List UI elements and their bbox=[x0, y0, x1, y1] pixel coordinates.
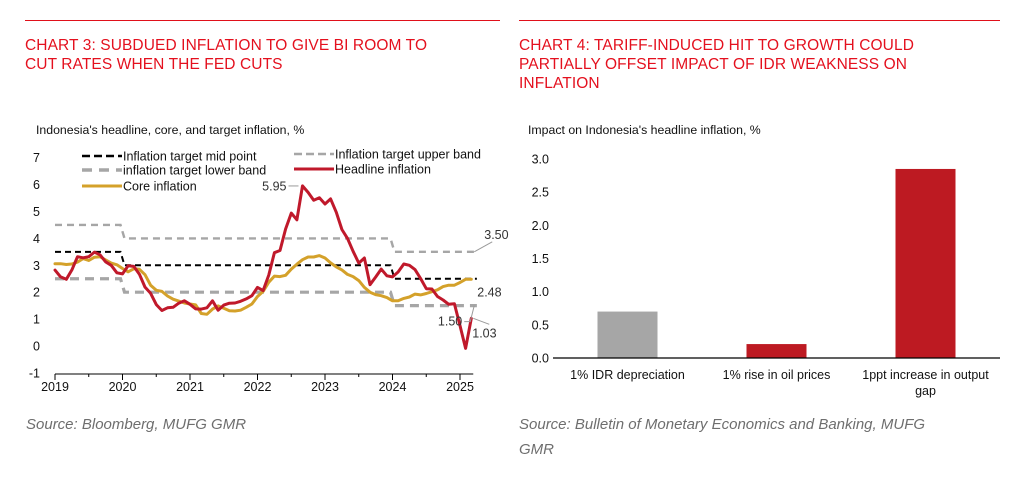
target-line bbox=[55, 277, 477, 308]
y-tick-label: 1.5 bbox=[532, 252, 549, 266]
annotation-headline-label: 1.03 bbox=[472, 326, 496, 340]
left-chart-title: CHART 3: SUBDUED INFLATION TO GIVE BI RO… bbox=[25, 36, 427, 74]
y-tick-label: 1 bbox=[33, 313, 40, 327]
bar bbox=[746, 344, 807, 358]
y-tick-label: 1.0 bbox=[532, 285, 549, 299]
bar bbox=[895, 168, 956, 358]
annotation-lower-band-label: 1.50 bbox=[438, 315, 462, 329]
left-title-rule bbox=[25, 20, 500, 21]
annotation-core-label: 2.48 bbox=[477, 285, 501, 299]
y-tick-label: 5 bbox=[33, 205, 40, 219]
left-title-line: CHART 3: SUBDUED INFLATION TO GIVE BI RO… bbox=[25, 37, 428, 54]
legend-target-upper-label: Inflation target upper band bbox=[335, 148, 481, 162]
right-source: Source: Bulletin of Monetary Economics a… bbox=[519, 412, 925, 462]
x-tick-label: 2024 bbox=[379, 380, 407, 394]
target-line bbox=[55, 250, 477, 280]
y-axis-labels: 0.0 0.5 1.0 1.5 2.0 2.5 3.0 bbox=[532, 153, 549, 366]
x-category-label: 1ppt increase in output bbox=[862, 368, 989, 382]
x-tick-label: 2025 bbox=[446, 380, 474, 394]
left-title-line: CUT RATES WHEN THE FED CUTS bbox=[25, 56, 283, 73]
x-tick-label: 2020 bbox=[109, 380, 137, 394]
annotation-leader bbox=[464, 305, 475, 323]
right-chart-subtitle: Impact on Indonesia's headline inflation… bbox=[528, 123, 761, 137]
annotation-upper-band-label: 3.50 bbox=[484, 228, 508, 242]
right-title-line: PARTIALLY OFFSET IMPACT OF IDR WEAKNESS … bbox=[519, 56, 908, 73]
y-tick-label: 0 bbox=[33, 340, 40, 354]
y-tick-label: 7 bbox=[33, 151, 40, 165]
y-tick-label: 6 bbox=[33, 178, 40, 192]
y-tick-label: 4 bbox=[33, 232, 40, 246]
y-axis-labels: -1 0 1 2 3 4 5 6 7 bbox=[29, 151, 40, 380]
left-chart-subtitle: Indonesia's headline, core, and target i… bbox=[36, 123, 305, 137]
y-tick-label: 2.0 bbox=[532, 219, 549, 233]
x-category-label: gap bbox=[915, 384, 936, 398]
series-lines bbox=[53, 184, 473, 350]
annotation-leader bbox=[474, 241, 493, 253]
target-line bbox=[55, 223, 477, 254]
y-tick-label: 0.0 bbox=[532, 352, 549, 366]
x-axis: 2019 2020 2021 2022 2023 2024 2025 bbox=[41, 373, 474, 394]
right-title-rule bbox=[519, 20, 1000, 21]
headline-inflation-line bbox=[53, 184, 473, 350]
y-tick-label: 3 bbox=[33, 259, 40, 273]
y-tick-label: 3.0 bbox=[532, 153, 549, 167]
annotation-peak-label: 5.95 bbox=[262, 179, 286, 193]
bar-chart: 0.0 0.5 1.0 1.5 2.0 2.5 3.0 1% IDR depreciatio… bbox=[532, 153, 1000, 398]
right-title-line: INFLATION bbox=[519, 75, 600, 92]
x-axis-labels: 1% IDR depreciation 1% rise in oil prices… bbox=[570, 368, 989, 398]
legend-target-lower-label: inflation target lower band bbox=[123, 164, 266, 178]
x-tick-label: 2021 bbox=[176, 380, 204, 394]
y-tick-label: 2 bbox=[33, 286, 40, 300]
x-category-label: 1% IDR depreciation bbox=[570, 368, 685, 382]
bar bbox=[597, 311, 658, 358]
right-source-line: Source: Bulletin of Monetary Economics a… bbox=[519, 416, 926, 433]
annotation-leader bbox=[473, 317, 490, 325]
x-tick-label: 2023 bbox=[311, 380, 339, 394]
x-tick-label: 2019 bbox=[41, 380, 69, 394]
legend-core-label: Core inflation bbox=[123, 180, 197, 194]
y-tick-label: 0.5 bbox=[532, 318, 549, 332]
target-lines bbox=[55, 223, 477, 308]
right-source-line: GMR bbox=[519, 441, 554, 458]
legend-target-mid-label: Inflation target mid point bbox=[123, 150, 257, 164]
legend-headline-label: Headline inflation bbox=[335, 163, 431, 177]
annotations: 5.95 3.50 2.48 1.50 1.03 bbox=[262, 179, 508, 340]
y-tick-label: 2.5 bbox=[532, 186, 549, 200]
x-category-label: 1% rise in oil prices bbox=[723, 368, 831, 382]
right-title-line: CHART 4: TARIFF-INDUCED HIT TO GROWTH CO… bbox=[519, 37, 914, 54]
x-tick-label: 2022 bbox=[244, 380, 272, 394]
right-chart-title: CHART 4: TARIFF-INDUCED HIT TO GROWTH CO… bbox=[519, 36, 914, 93]
bars bbox=[597, 168, 956, 358]
left-source: Source: Bloomberg, MUFG GMR bbox=[26, 416, 247, 433]
y-tick-label: -1 bbox=[29, 366, 40, 380]
